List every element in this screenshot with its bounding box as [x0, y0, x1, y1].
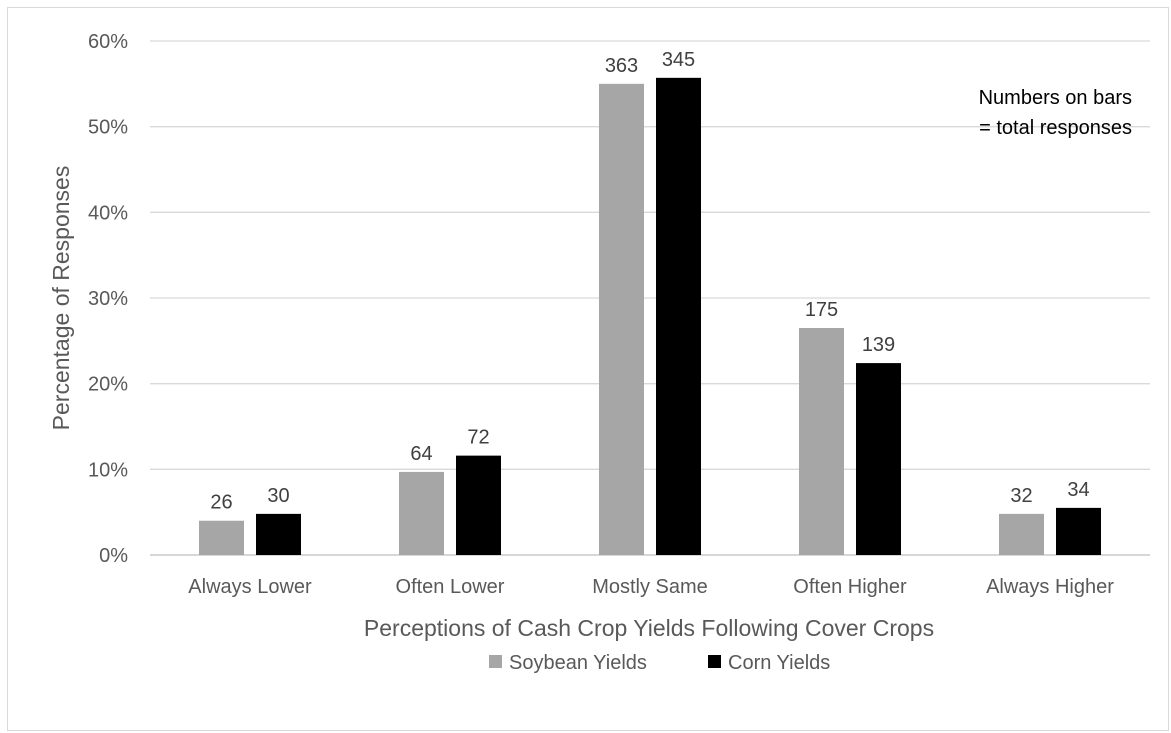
data-label: 345 [662, 49, 695, 71]
legend: Soybean Yields Corn Yields [489, 652, 830, 674]
annotation-line-2: = total responses [979, 117, 1132, 139]
annotation-line-1: Numbers on bars [979, 87, 1132, 109]
data-label: 64 [410, 443, 432, 465]
data-label: 34 [1067, 479, 1089, 501]
data-label: 30 [267, 485, 289, 507]
bar-corn-yields [256, 513, 301, 555]
y-tick-label: 10% [88, 459, 128, 481]
category-label: Always Lower [188, 576, 312, 598]
data-labels: 26 30 64 72 363 345 175 139 32 34 [210, 49, 1089, 514]
bar-soybean-yields [799, 327, 844, 555]
bar-soybean-yields [199, 520, 244, 555]
bar-corn-yields [456, 455, 501, 555]
y-tick-label: 0% [99, 545, 128, 567]
x-axis-title: Perceptions of Cash Crop Yields Followin… [364, 615, 934, 641]
y-tick-label: 60% [88, 31, 128, 53]
category-label: Often Lower [396, 576, 505, 598]
bar-soybean-yields [999, 513, 1044, 555]
legend-label: Soybean Yields [509, 652, 647, 674]
chart-frame [7, 7, 1169, 731]
category-label: Mostly Same [592, 576, 708, 598]
data-label: 32 [1010, 485, 1032, 507]
legend-label: Corn Yields [728, 652, 830, 674]
y-tick-labels: 0% 10% 20% 30% 40% 50% 60% [88, 31, 128, 567]
category-labels: Always Lower Often Lower Mostly Same Often … [188, 576, 1114, 598]
bar-corn-yields [656, 77, 701, 555]
y-tick-label: 40% [88, 202, 128, 224]
legend-swatch [489, 655, 502, 668]
data-label: 26 [210, 492, 232, 514]
data-label: 72 [467, 427, 489, 449]
bar-soybean-yields [399, 471, 444, 555]
data-label: 139 [862, 334, 895, 356]
category-label: Always Higher [986, 576, 1114, 598]
y-tick-label: 50% [88, 117, 128, 139]
data-label: 363 [605, 55, 638, 77]
legend-swatch [708, 655, 721, 668]
bars [199, 77, 1101, 555]
category-label: Often Higher [793, 576, 907, 598]
bar-corn-yields [1056, 507, 1101, 555]
gridlines [150, 40, 1150, 556]
y-tick-label: 30% [88, 288, 128, 310]
data-label: 175 [805, 299, 838, 321]
bar-soybean-yields [599, 83, 644, 555]
bar-corn-yields [856, 363, 901, 555]
y-axis-title: Percentage of Responses [48, 166, 74, 431]
y-tick-label: 20% [88, 374, 128, 396]
